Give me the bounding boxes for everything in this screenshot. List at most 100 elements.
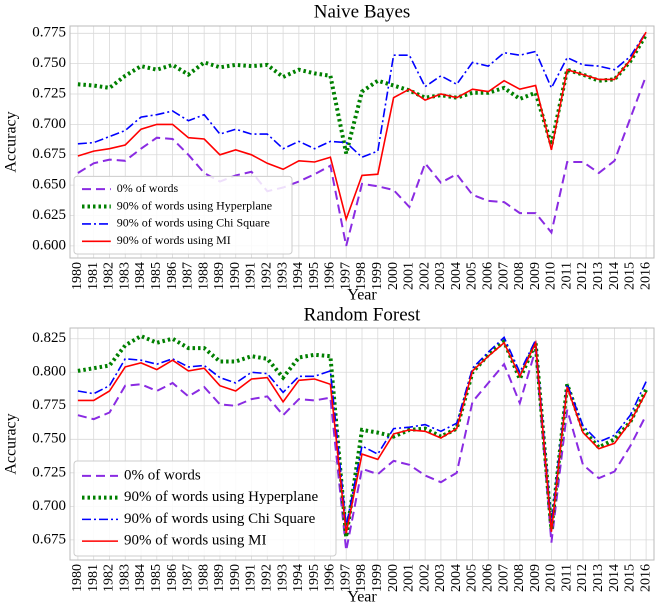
x-tick-label: 1983	[117, 262, 132, 290]
plot-frame	[69, 327, 655, 561]
x-tick-label: 2013	[591, 564, 606, 592]
x-tick-label: 2011	[559, 564, 574, 591]
x-tick-label: 1992	[260, 564, 275, 592]
line-series	[77, 349, 647, 551]
x-tick-label: 2012	[575, 262, 590, 290]
legend-label: 90% of words using Chi Square	[117, 216, 270, 230]
x-tick-label: 2005	[465, 262, 480, 290]
x-tick-label: 1994	[291, 262, 306, 290]
x-tick-label: 1991	[244, 262, 259, 290]
legend: 0% of words 90% of words using Hyperplane…	[73, 460, 337, 557]
y-tick-label: 0.725	[32, 464, 66, 480]
x-tick-label: 1982	[102, 262, 117, 290]
x-tick-label: 1994	[291, 564, 306, 592]
x-tick-label: 1999	[370, 262, 385, 290]
x-axis-label: Year	[347, 589, 377, 606]
chart-title: Naive Bayes	[314, 1, 411, 22]
y-tick-label: 0.675	[32, 146, 66, 162]
y-tick-label: 0.775	[32, 397, 66, 413]
y-tick-label: 0.650	[32, 177, 66, 193]
x-tick-label: 2013	[591, 262, 606, 290]
x-tick-label: 1991	[244, 564, 259, 592]
y-tick-label: 0.700	[32, 116, 66, 132]
x-tick-label: 2009	[528, 564, 543, 592]
x-tick-label: 2015	[623, 564, 638, 592]
x-tick-label: 2014	[607, 262, 622, 290]
x-tick-label: 1981	[86, 564, 101, 592]
x-tick-label: 1984	[133, 262, 148, 290]
x-axis-label: Year	[347, 287, 377, 304]
legend-label: 90% of words using Hyperplane	[117, 198, 272, 212]
x-tick-label: 2007	[496, 262, 511, 290]
x-tick-label: 2001	[402, 262, 417, 290]
x-tick-label: 2006	[480, 262, 495, 290]
line-series	[77, 33, 648, 154]
y-tick-label: 0.625	[32, 207, 66, 223]
x-tick-label: 1987	[181, 262, 196, 290]
x-tick-label: 2009	[528, 262, 543, 290]
y-tick-label: 0.725	[32, 85, 66, 101]
legend-label: 90% of words using Hyperplane	[124, 489, 318, 505]
x-tick-label: 2011	[559, 262, 574, 289]
x-tick-label: 2016	[638, 564, 653, 592]
y-tick-label: 0.750	[32, 431, 66, 447]
x-tick-label: 1989	[212, 262, 227, 290]
x-tick-label: 1988	[196, 564, 211, 592]
x-tick-label: 1997	[338, 564, 353, 592]
x-tick-label: 2004	[449, 564, 464, 592]
x-tick-label: 1986	[165, 564, 180, 592]
line-series	[77, 339, 647, 534]
x-tick-label: 1997	[338, 262, 353, 290]
x-tick-label: 1996	[323, 564, 338, 592]
y-tick-label: 0.675	[32, 531, 66, 547]
x-tick-label: 1981	[86, 262, 101, 290]
x-tick-label: 1993	[275, 564, 290, 592]
y-axis-label: Accuracy	[3, 413, 20, 474]
x-tick-label: 1999	[370, 564, 385, 592]
y-tick-label: 0.775	[32, 25, 66, 41]
x-tick-label: 1980	[70, 564, 85, 592]
x-tick-label: 2002	[417, 262, 432, 290]
legend-box	[73, 175, 293, 255]
x-tick-label: 1996	[323, 262, 338, 290]
plot-frame	[69, 25, 655, 259]
chart-title: Random Forest	[304, 304, 421, 325]
line-series	[77, 31, 647, 222]
legend-label: 90% of words using MI	[124, 533, 267, 549]
x-tick-label: 2008	[512, 262, 527, 290]
x-tick-label: 2016	[638, 262, 653, 290]
y-tick-label: 0.700	[32, 498, 66, 514]
x-tick-label: 1998	[354, 262, 369, 290]
x-tick-label: 2005	[465, 564, 480, 592]
y-tick-label: 0.750	[32, 55, 66, 71]
y-tick-label: 0.825	[32, 330, 66, 346]
x-tick-label: 1993	[275, 262, 290, 290]
legend-label: 90% of words using Chi Square	[124, 511, 316, 527]
x-tick-label: 1982	[102, 564, 117, 592]
x-tick-label: 2014	[607, 564, 622, 592]
legend-label: 0% of words	[124, 467, 201, 483]
legend-box	[73, 460, 337, 557]
x-tick-label: 2015	[623, 262, 638, 290]
y-tick-label: 0.800	[32, 364, 66, 380]
line-series	[77, 75, 648, 247]
x-tick-label: 1992	[260, 262, 275, 290]
x-tick-label: 1984	[133, 564, 148, 592]
x-tick-label: 2003	[433, 564, 448, 592]
subplot: Naive Bayes 0.600 0.625 0.650 0.675 0.700 0.72…	[3, 1, 655, 304]
y-tick-label: 0.600	[32, 237, 66, 253]
x-tick-label: 2000	[386, 564, 401, 592]
x-tick-label: 1989	[212, 564, 227, 592]
x-tick-label: 1985	[149, 262, 164, 290]
x-tick-label: 2003	[433, 262, 448, 290]
x-tick-label: 2004	[449, 262, 464, 290]
x-tick-label: 1986	[165, 262, 180, 290]
x-tick-label: 2000	[386, 262, 401, 290]
x-tick-label: 1995	[307, 564, 322, 592]
x-tick-label: 1983	[117, 564, 132, 592]
x-tick-label: 2008	[512, 564, 527, 592]
y-axis-label: Accuracy	[3, 111, 20, 172]
x-tick-label: 2002	[417, 564, 432, 592]
legend-label: 90% of words using MI	[117, 233, 231, 247]
